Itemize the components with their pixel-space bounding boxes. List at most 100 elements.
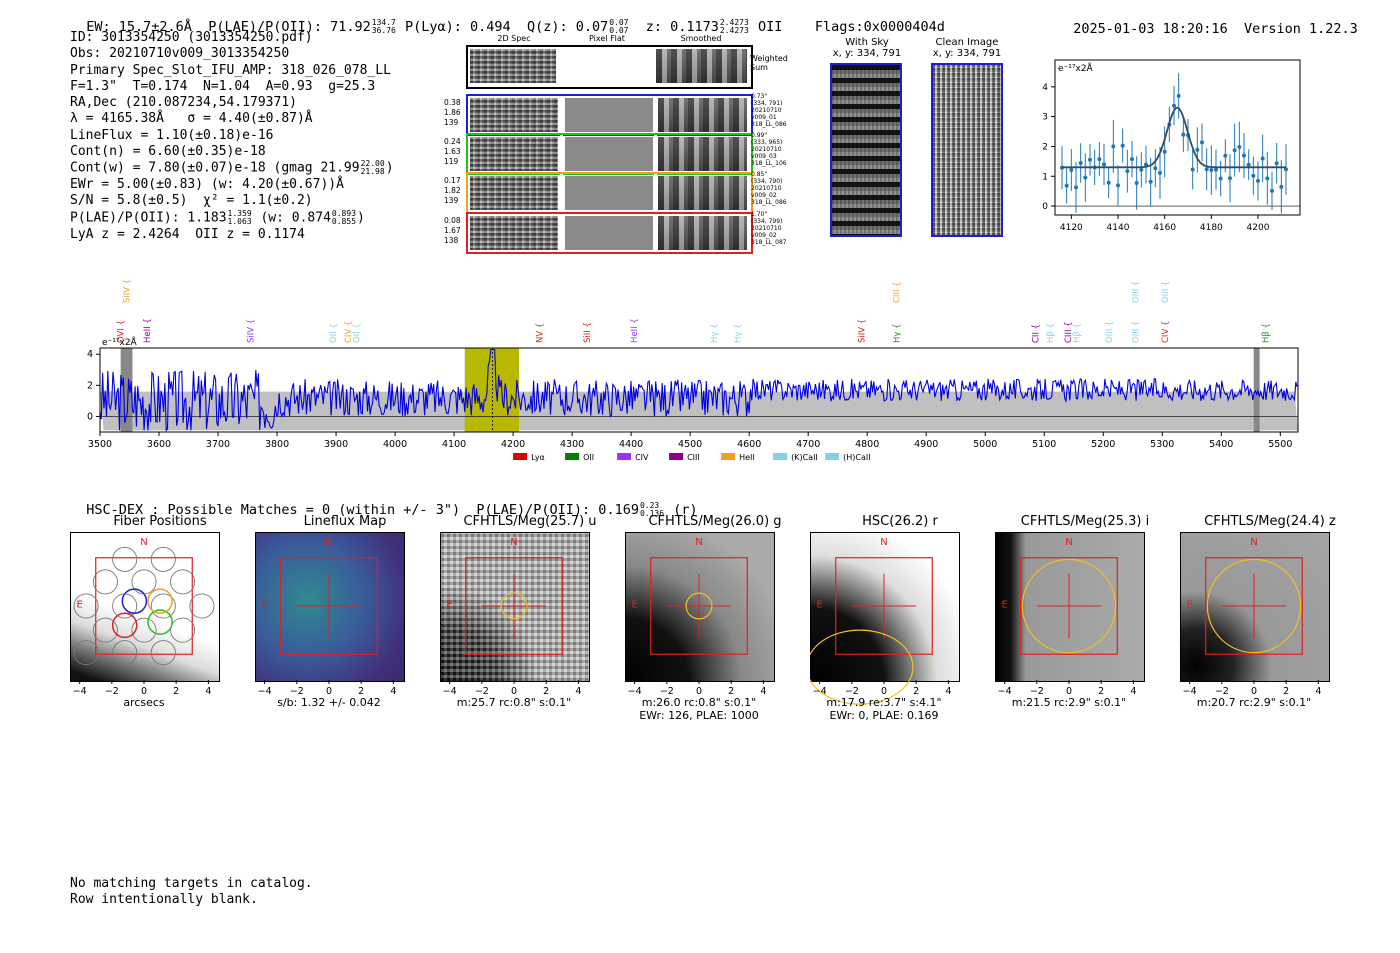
data-point	[1260, 156, 1265, 161]
info-plae: P(LAE)/P(OII): 1.1831.359 1.063 (w: 0.874…	[70, 209, 394, 227]
cutout-panel: CFHTLS/Meg(26.0) g NE−4−2024420−2−4m:26.…	[625, 512, 805, 727]
hsc-lower: 0.136	[639, 509, 665, 518]
legend-swatch	[773, 453, 788, 460]
x-tick-label: 4000	[383, 439, 407, 450]
fiber-row	[466, 172, 753, 214]
contw-upper: 22.00	[360, 159, 385, 169]
x-tick-label: 0	[1251, 686, 1257, 697]
fiber-stat: 139	[444, 118, 459, 127]
fiber-info: (334, 790)	[751, 178, 783, 185]
north-label: N	[140, 537, 147, 548]
cutout-image	[995, 532, 1145, 682]
fiber-stat: 119	[444, 157, 459, 166]
fiber-circle	[170, 569, 196, 595]
fiber-stat: 0.08	[444, 216, 461, 225]
x-tick-label: 5000	[973, 439, 997, 450]
hsc-dex-title: HSC-DEX : Possible Matches = 0 (within +…	[70, 486, 697, 519]
east-label: E	[261, 600, 267, 611]
separator	[560, 135, 563, 173]
legend-swatch	[565, 453, 580, 460]
line-label: Hβ {	[1073, 323, 1083, 343]
east-label: E	[76, 600, 82, 611]
cutout-image	[625, 532, 775, 682]
plae-a-lower: 1.063	[227, 216, 252, 226]
separator	[654, 96, 657, 134]
east-label: E	[816, 600, 822, 611]
smoothed-col-title: Smoothed	[680, 34, 722, 43]
legend-label: CIII	[687, 453, 700, 462]
cutout-caption-1: m:17.9 re:3.7" s:4.1"	[826, 696, 942, 709]
fiber-smoothed-image	[658, 98, 747, 132]
fiber-flat-image	[565, 216, 653, 250]
data-point	[1139, 167, 1144, 172]
y-tick-label: 4	[87, 349, 93, 360]
fiber-flat-image	[565, 176, 653, 210]
line-label: SiII {	[583, 322, 593, 343]
data-point	[1190, 167, 1195, 172]
line-label: OIII {	[1161, 281, 1171, 303]
x-tick-label: 0	[881, 686, 887, 697]
fiber-info: v009_03	[751, 153, 777, 160]
fiber-circle-4	[111, 612, 138, 639]
flags-value: Flags:0x0000404d	[814, 19, 945, 35]
fiber-left-stats: 0.38 1.86 139	[444, 98, 466, 128]
data-point	[1232, 148, 1237, 153]
separator	[560, 96, 563, 134]
spectrum-line	[99, 349, 1298, 432]
x-tick-label: 4200	[501, 439, 525, 450]
line-label: SiIV {	[246, 319, 256, 343]
fiber-info: 1.70"	[751, 211, 768, 218]
separator	[654, 214, 657, 252]
line-label: OII {	[329, 323, 339, 343]
x-tick-label: 4400	[619, 439, 643, 450]
footer-text: No matching targets in catalog. Row inte…	[70, 876, 313, 909]
cutout-caption: m:25.7 rc:0.8" s:0.1"	[430, 696, 598, 709]
fiber-left-stats: 0.24 1.63 119	[444, 137, 466, 167]
x-tick-label: 4200	[1247, 223, 1270, 233]
x-tick-label: −4	[628, 686, 642, 697]
data-point	[1218, 176, 1223, 181]
x-tick-label: 3800	[265, 439, 289, 450]
north-label: N	[510, 537, 517, 548]
legend-label: CIV	[635, 453, 649, 462]
fiber-stat: 138	[444, 236, 459, 245]
fiber-info: 20210710	[751, 225, 782, 232]
data-point	[1200, 140, 1204, 145]
data-point	[1148, 179, 1153, 184]
x-tick-label: −4	[998, 686, 1012, 697]
cutout-overlay: NE−4−2024420−2−4	[73, 537, 215, 697]
line-label: Hγ {	[893, 323, 903, 343]
cutout-caption: m:21.5 rc:2.9" s:0.1"	[985, 696, 1153, 709]
fiber-info: 0.99"	[751, 132, 768, 139]
aperture-ellipse	[810, 629, 914, 705]
x-tick-label: 4100	[442, 439, 466, 450]
fiber-stat: 0.38	[444, 98, 461, 107]
spec2d-panel: 2D Spec Pixel Flat Smoothed Weighted Sum…	[440, 32, 800, 258]
x-tick-label: 4	[1130, 686, 1136, 697]
data-point	[1134, 181, 1139, 186]
x-tick-label: 0	[1066, 686, 1072, 697]
data-point	[1111, 144, 1116, 149]
legend-swatch	[669, 453, 684, 460]
weighted-sum-row	[466, 45, 753, 89]
x-tick-label: 4	[1315, 686, 1321, 697]
east-label: E	[1001, 600, 1007, 611]
masked-region	[1253, 348, 1260, 432]
fiber-info: v009_01	[751, 114, 777, 121]
x-tick-label: −4	[258, 686, 272, 697]
info-line: F=1.3" T=0.174 N=1.04 A=0.93 g=25.3	[70, 78, 376, 94]
x-tick-label: 2	[543, 686, 549, 697]
qz-upper: 0.07	[609, 18, 629, 27]
x-tick-label: 3600	[147, 439, 171, 450]
cutout-title: CFHTLS/Meg(25.7) u	[463, 514, 597, 529]
cutout-caption: arcsecs	[60, 696, 228, 709]
fiber-info: (334, 799)	[751, 218, 783, 225]
info-sn: S/N = 5.8(±0.5) χ² = 1.1(±0.2)	[70, 193, 313, 209]
cutout-overlay: NE−4−2024420−2−4	[998, 537, 1137, 697]
cutout-panel: CFHTLS/Meg(24.4) z NE−4−2024420−2−4m:20.…	[1180, 512, 1360, 727]
fiber-info: (334, 791)	[751, 100, 783, 107]
info-block: ID: 3013354250 (3013354250.pdf) Obs: 2021…	[70, 30, 394, 243]
data-point	[1144, 162, 1148, 167]
fiber-right-info: 0.85" (334, 790) 20210710 v009_02 318_LL_086	[751, 171, 799, 206]
x-tick-label: 5200	[1091, 439, 1115, 450]
